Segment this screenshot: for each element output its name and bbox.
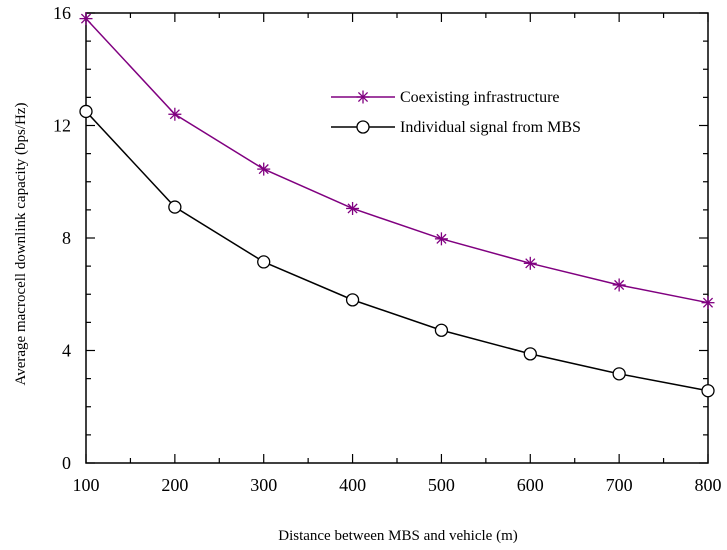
data-point-marker [168,200,182,214]
axis-ticks [85,12,709,464]
data-point-marker [434,323,449,337]
data-point-marker [345,293,360,307]
data-point-marker [257,255,271,269]
data-point-marker [523,256,537,270]
series-line [85,18,709,304]
x-axis-label: Distance between MBS and vehicle (m) [278,528,518,544]
x-tick-label: 200 [161,475,188,495]
x-tick-label: 700 [606,475,633,495]
data-point-marker [612,278,626,292]
legend-marker [356,120,370,134]
legend: Coexisting infrastructure Individual sign… [331,89,581,136]
y-tick-label: 12 [53,116,71,136]
legend-label: Individual signal from MBS [400,119,581,136]
legend-marker [356,90,370,104]
x-tick-label: 400 [339,475,366,495]
x-tick-label: 300 [250,475,277,495]
data-point-marker [612,367,626,381]
y-tick-label: 4 [62,341,71,361]
series-individual-signal [79,104,715,398]
y-tick-label: 0 [62,453,71,473]
legend-item: Coexisting infrastructure [331,89,560,106]
axis-tick-labels: 100 200 300 400 500 600 700 800 0 4 8 12 16 [53,3,722,495]
data-point-marker [346,201,360,215]
data-point-marker [257,162,271,176]
data-point-marker [79,104,93,119]
series-coexisting [79,12,715,310]
data-point-marker [523,347,537,361]
data-point-marker [434,232,448,246]
data-point-marker [701,296,715,310]
series-group [79,12,715,398]
data-point-marker [79,12,93,26]
plot-area-frame [85,12,709,464]
series-line [85,110,709,392]
data-point-marker [701,384,715,398]
data-point-marker [168,107,182,121]
x-tick-label: 600 [517,475,544,495]
x-tick-label: 500 [428,475,455,495]
y-axis-label: Average macrocell downlink capacity (bps… [13,103,29,386]
y-tick-label: 8 [62,228,71,248]
x-tick-label: 800 [695,475,722,495]
legend-item: Individual signal from MBS [331,119,581,136]
x-tick-label: 100 [73,475,100,495]
y-tick-label: 16 [53,3,71,23]
legend-label: Coexisting infrastructure [400,89,560,106]
